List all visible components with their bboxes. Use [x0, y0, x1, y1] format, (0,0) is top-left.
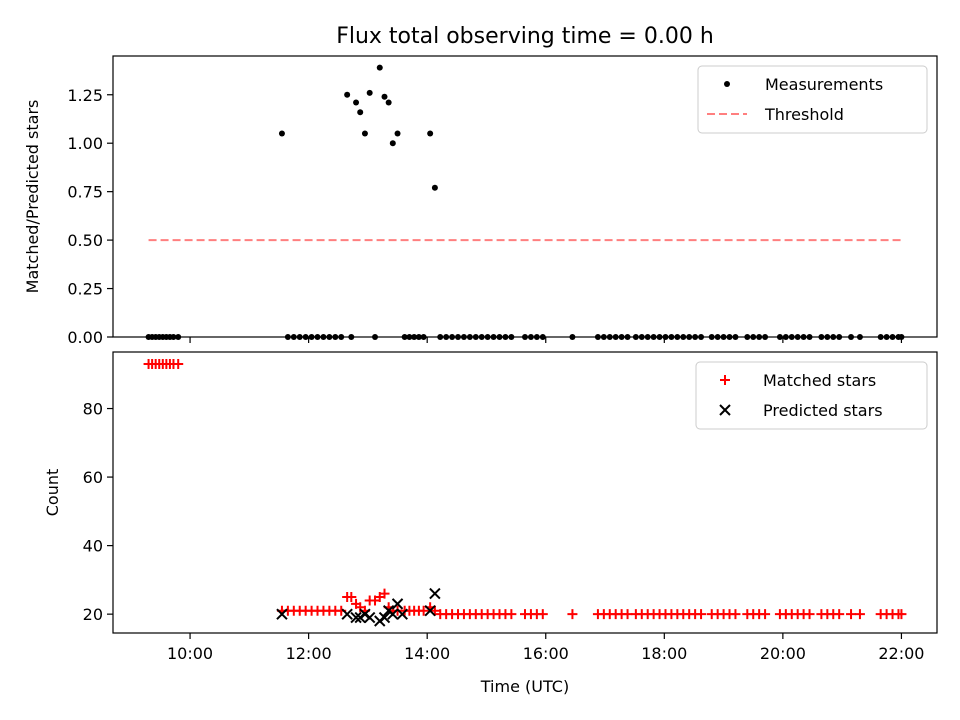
- bottom-panel: 20 40 60 80 10:00 12:00 14:00 16:00 18:00 20:00 22…: [43, 351, 938, 696]
- bottom-x-tick-label: 20:00: [760, 644, 806, 663]
- matched-stars-point: [567, 609, 578, 620]
- top-y-tick-label: 0.25: [67, 280, 103, 299]
- predicted-stars-point: [276, 608, 288, 620]
- measurements-point: [381, 93, 388, 100]
- bottom-x-tick-label: 14:00: [404, 644, 450, 663]
- bottom-x-tick-label: 18:00: [641, 644, 687, 663]
- matched-stars-point: [506, 609, 517, 620]
- matched-stars-point: [537, 609, 548, 620]
- predicted-stars-legend-label: Predicted stars: [763, 401, 883, 420]
- measurements-point: [385, 99, 392, 106]
- measurements-point: [366, 89, 373, 96]
- measurements-point: [278, 130, 285, 137]
- top-axes-frame: [112, 55, 938, 338]
- top-legend: Measurements Threshold: [697, 65, 928, 134]
- predicted-stars-point: [350, 611, 362, 624]
- top-y-tick-label: 0.50: [67, 231, 103, 250]
- bottom-legend-box: [695, 361, 928, 430]
- measurements-legend-label: Measurements: [765, 75, 883, 94]
- matched-stars-point: [730, 609, 741, 620]
- measurements-point: [376, 64, 383, 71]
- predicted-stars-point: [396, 608, 408, 620]
- bottom-axes-frame: [112, 351, 938, 634]
- predicted-stars-point: [424, 605, 436, 617]
- threshold-legend-label: Threshold: [764, 105, 844, 124]
- top-y-tick-label: 0.75: [67, 183, 103, 202]
- matched-stars-point: [346, 592, 357, 603]
- predicted-stars-point: [363, 611, 376, 624]
- chart-title: Flux total observing time = 0.00 h: [336, 24, 714, 49]
- matched-stars-point: [896, 609, 907, 620]
- bottom-y-tick-label: 40: [83, 537, 103, 556]
- bottom-y-tick-label: 20: [83, 605, 103, 624]
- measurements-point: [344, 91, 351, 98]
- top-y-tick-label: 1.00: [67, 134, 103, 153]
- bottom-x-tick-label: 16:00: [523, 644, 569, 663]
- bottom-x-tick-label: 10:00: [167, 644, 213, 663]
- top-y-tick-label: 1.25: [67, 86, 103, 105]
- matched-stars-point: [804, 609, 815, 620]
- top-panel: 0.00 0.25 0.50 0.75 1.00 1.25 Matched/Predicte…: [23, 55, 938, 347]
- bottom-x-tick-label: 22:00: [878, 644, 924, 663]
- matched-stars-point: [379, 588, 390, 599]
- bottom-y-tick-label: 80: [83, 400, 103, 419]
- measurements-point: [394, 130, 401, 137]
- measurements-legend-marker: [724, 81, 730, 87]
- predicted-stars-legend-marker: [719, 404, 731, 416]
- matched-stars-point: [418, 605, 429, 616]
- matched-stars-point: [854, 609, 865, 620]
- matched-stars-point: [834, 609, 845, 620]
- bottom-y-tick-label: 60: [83, 468, 103, 487]
- top-y-axis-label: Matched/Predicted stars: [23, 100, 42, 294]
- measurements-point: [353, 99, 360, 106]
- matched-stars-point: [846, 609, 857, 620]
- measurements-point: [389, 140, 396, 147]
- predicted-stars-point: [378, 611, 391, 624]
- matched-stars-point: [760, 609, 771, 620]
- predicted-stars-point: [391, 598, 404, 610]
- bottom-legend: Matched stars Predicted stars: [695, 361, 928, 430]
- matched-stars-legend-label: Matched stars: [763, 371, 876, 390]
- top-legend-box: [697, 65, 928, 134]
- top-y-tick-label: 0.00: [67, 328, 103, 347]
- predicted-stars-point: [429, 587, 441, 600]
- bottom-x-axis-label: Time (UTC): [480, 677, 569, 696]
- predicted-stars-point: [387, 608, 399, 620]
- measurements-point: [427, 130, 434, 137]
- matched-stars-point: [696, 609, 707, 620]
- bottom-y-axis-label: Count: [43, 469, 62, 517]
- matched-stars-point: [173, 358, 184, 369]
- matched-stars-legend-marker: [720, 375, 730, 385]
- measurements-point: [357, 109, 364, 116]
- predicted-stars-point: [341, 608, 353, 620]
- bottom-x-tick-label: 12:00: [286, 644, 332, 663]
- measurements-point: [431, 184, 438, 191]
- measurements-point: [361, 130, 368, 137]
